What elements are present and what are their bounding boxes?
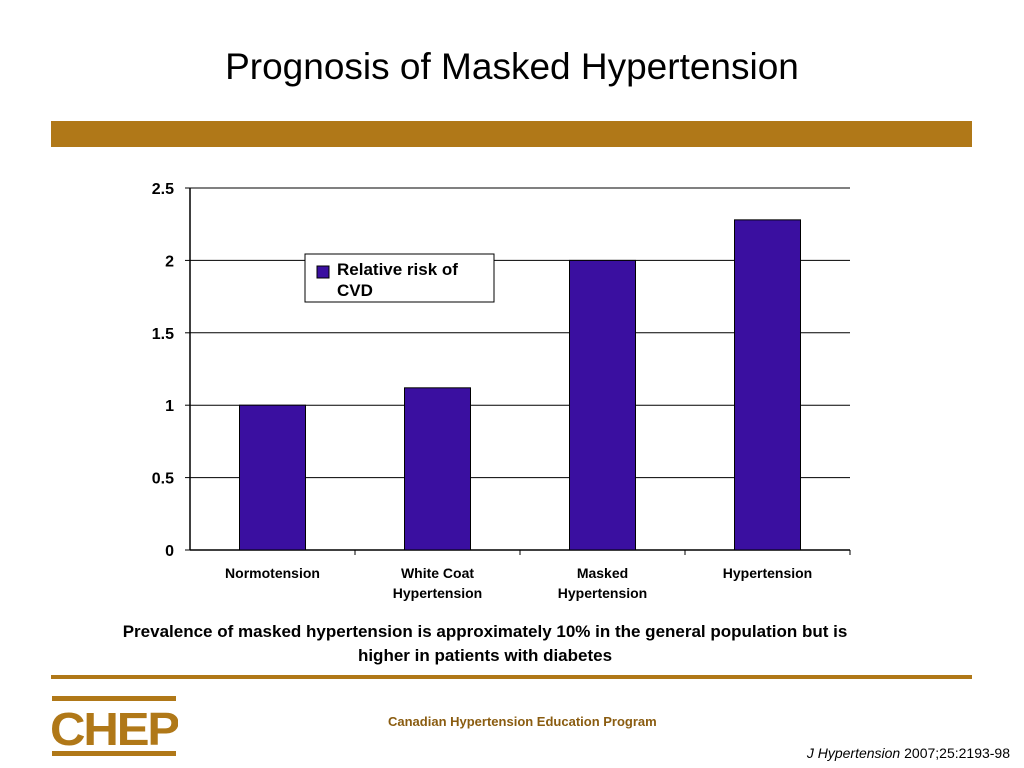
- chep-logo-text: CHEP: [52, 703, 178, 755]
- y-tick-label: 2.5: [152, 181, 174, 198]
- caption: Prevalence of masked hypertension is app…: [40, 620, 930, 668]
- footer-divider: [51, 675, 972, 679]
- x-category-label: Hypertension: [558, 585, 647, 601]
- bar: [404, 387, 471, 551]
- slide-title: Prognosis of Masked Hypertension: [225, 46, 799, 87]
- x-category-label: Hypertension: [393, 585, 482, 601]
- bar-chart: 0 0.5 1 1.5 2 2.5 Normotension White Coat Hypert…: [152, 181, 851, 601]
- x-category-label: Normotension: [225, 565, 320, 581]
- y-tick-label: 0: [165, 543, 174, 560]
- x-category-label: Hypertension: [723, 565, 812, 581]
- caption-line-1: Prevalence of masked hypertension is app…: [122, 622, 848, 641]
- y-tick-label: 1.5: [152, 326, 174, 343]
- x-category-label: Masked: [577, 565, 628, 581]
- bar: [239, 404, 306, 551]
- chep-logo: CHEP: [52, 696, 178, 756]
- y-tick-label: 0.5: [152, 471, 174, 488]
- legend-box: [304, 253, 495, 303]
- y-tick-label: 2: [165, 253, 174, 270]
- title-divider-bar: [51, 121, 972, 147]
- y-tick-label: 1: [165, 398, 174, 415]
- caption-line-2: higher in patients with diabetes: [357, 646, 613, 665]
- citation-reference: 2007;25:2193-98: [904, 745, 1010, 761]
- citation: J Hypertension 2007;25:2193-98: [807, 745, 1010, 761]
- chart-panel: 0 0.5 1 1.5 2 2.5 Normotension White Coat Hypert…: [128, 160, 869, 620]
- bar: [569, 259, 636, 551]
- citation-journal: J Hypertension: [806, 745, 901, 761]
- legend-swatch: [316, 265, 330, 279]
- legend-label: CVD: [337, 281, 373, 300]
- bar: [734, 219, 801, 551]
- legend-label: Relative risk of: [337, 260, 458, 279]
- x-category-label: White Coat: [401, 565, 474, 581]
- program-name: Canadian Hypertension Education Program: [388, 714, 657, 729]
